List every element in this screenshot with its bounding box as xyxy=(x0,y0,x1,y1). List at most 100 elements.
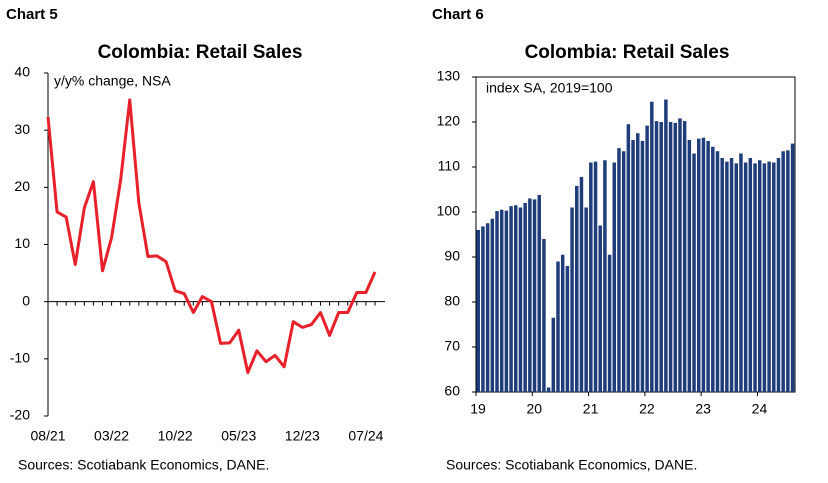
y-tick-label: 120 xyxy=(437,113,461,129)
x-tick-label: 20 xyxy=(527,401,543,417)
source-note: Sources: Scotiabank Economics, DANE. xyxy=(18,457,269,473)
bar xyxy=(542,239,546,392)
bar xyxy=(631,140,635,392)
bar xyxy=(711,146,715,392)
bar xyxy=(556,261,560,392)
bar xyxy=(706,140,710,392)
y-tick-label: 70 xyxy=(444,338,460,354)
bar xyxy=(659,122,663,392)
y-tick-label: 100 xyxy=(437,203,461,219)
bar xyxy=(514,205,518,392)
chart-subtitle: y/y% change, NSA xyxy=(54,73,171,89)
bar xyxy=(654,121,659,392)
bar xyxy=(565,266,570,392)
bar xyxy=(481,226,485,392)
bar xyxy=(504,210,509,392)
y-tick-label: 90 xyxy=(444,248,460,264)
bar xyxy=(753,163,757,392)
chart-title: Colombia: Retail Sales xyxy=(525,42,730,63)
x-tick-label: 03/22 xyxy=(94,428,129,444)
bar xyxy=(490,218,495,392)
plot-frame xyxy=(475,76,796,393)
bar xyxy=(621,151,626,392)
bar xyxy=(598,225,602,392)
bar xyxy=(575,185,579,392)
bar xyxy=(781,151,785,392)
bar xyxy=(528,198,532,392)
x-tick-label: 10/22 xyxy=(158,428,193,444)
y-tick-label: 110 xyxy=(438,158,461,174)
bar xyxy=(612,162,617,392)
bar xyxy=(734,163,739,392)
bar xyxy=(617,148,621,392)
x-tick-label: 19 xyxy=(470,401,486,417)
x-tick-label: 21 xyxy=(583,401,599,417)
y-tick-label: 80 xyxy=(444,293,460,309)
bar xyxy=(664,99,668,392)
bar xyxy=(603,160,607,392)
bar xyxy=(701,137,706,392)
bar xyxy=(532,199,537,392)
bar xyxy=(645,125,649,392)
bar xyxy=(499,209,504,392)
bar xyxy=(593,161,598,392)
bar xyxy=(523,203,527,392)
bar xyxy=(579,176,584,392)
bar xyxy=(636,133,640,392)
bar xyxy=(560,254,565,392)
bar xyxy=(584,207,588,392)
bar xyxy=(743,162,748,392)
bar xyxy=(546,387,551,392)
bar xyxy=(537,194,541,392)
x-tick-label: 12/23 xyxy=(285,428,320,444)
y-tick-label: 60 xyxy=(444,383,460,399)
bar xyxy=(692,153,696,392)
bar xyxy=(687,140,692,392)
bar xyxy=(570,207,574,392)
chart-title: Colombia: Retail Sales xyxy=(98,42,303,63)
y-tick-label: -20 xyxy=(10,407,30,423)
bar xyxy=(762,163,767,392)
bar xyxy=(767,161,771,392)
x-tick-label: 08/21 xyxy=(30,428,65,444)
bar xyxy=(495,211,499,392)
y-tick-label: 0 xyxy=(22,292,30,308)
chart-label: Chart 5 xyxy=(6,6,58,23)
x-tick-label: 22 xyxy=(639,401,655,417)
y-tick-label: 10 xyxy=(14,235,30,251)
y-tick-label: -10 xyxy=(10,350,30,366)
bar xyxy=(668,122,673,392)
x-tick-label: 05/23 xyxy=(221,428,256,444)
bar xyxy=(720,158,724,392)
bar xyxy=(650,101,654,392)
bar xyxy=(640,140,645,392)
bar xyxy=(739,153,743,392)
bar xyxy=(696,138,701,392)
bar xyxy=(772,162,776,392)
bar xyxy=(776,158,781,392)
bar xyxy=(757,160,762,392)
bar xyxy=(626,124,631,392)
bar xyxy=(509,206,513,392)
chart-label: Chart 6 xyxy=(432,6,484,23)
bar xyxy=(715,151,720,392)
bar xyxy=(725,161,729,392)
bar xyxy=(607,254,612,392)
bar xyxy=(673,122,678,393)
bar xyxy=(589,162,593,392)
bar xyxy=(485,223,490,392)
bar xyxy=(476,230,480,392)
y-tick-label: 130 xyxy=(437,68,461,84)
bar xyxy=(729,158,734,392)
bar xyxy=(682,121,687,392)
bar xyxy=(678,118,682,393)
bar xyxy=(551,317,556,392)
bar xyxy=(748,158,753,392)
bar xyxy=(786,150,790,392)
y-tick-label: 40 xyxy=(14,64,30,80)
x-tick-label: 07/24 xyxy=(348,428,383,444)
x-tick-label: 24 xyxy=(752,401,768,417)
y-tick-label: 20 xyxy=(14,178,30,194)
bar xyxy=(790,143,795,392)
